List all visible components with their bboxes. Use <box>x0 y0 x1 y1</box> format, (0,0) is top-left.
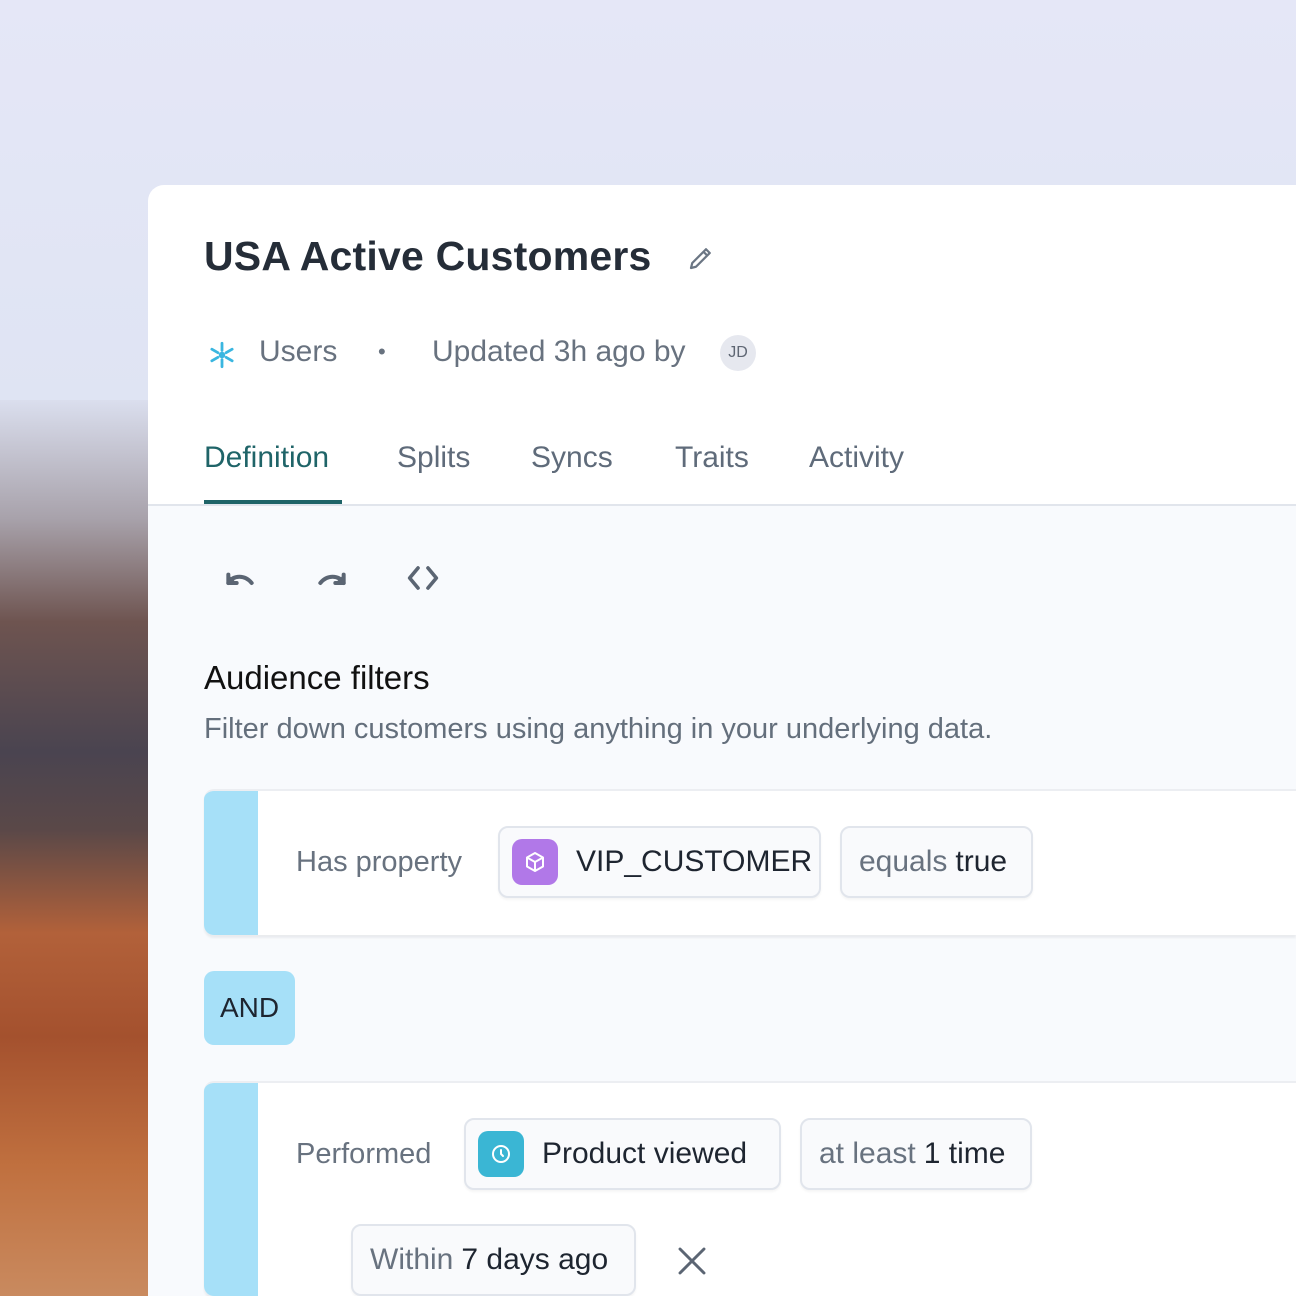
property-name: VIP_CUSTOMER <box>576 845 813 878</box>
condition-bar <box>204 1083 258 1296</box>
and-conjunction-button[interactable]: AND <box>204 971 295 1045</box>
undo-icon[interactable] <box>220 558 260 598</box>
condition-label: Performed <box>296 1138 432 1170</box>
separator-dot: • <box>378 339 386 364</box>
event-chip[interactable]: Product viewed <box>464 1118 781 1190</box>
tab-definition[interactable]: Definition <box>204 441 330 474</box>
filter-condition-2: Performed Product viewed at least 1 time … <box>204 1081 1296 1296</box>
tab-activity[interactable]: Activity <box>809 441 905 474</box>
source-label: Users <box>259 335 338 368</box>
event-name: Product viewed <box>542 1137 748 1170</box>
condition-bar <box>204 791 258 935</box>
condition-label: Has property <box>296 846 463 878</box>
tab-syncs[interactable]: Syncs <box>531 441 613 474</box>
time-window-chip[interactable]: Within 7 days ago <box>351 1224 636 1296</box>
updated-text: Updated 3h ago by <box>432 335 686 368</box>
cube-icon <box>512 839 558 885</box>
operator-chip[interactable]: equals true <box>840 826 1033 898</box>
avatar[interactable]: JD <box>720 335 756 371</box>
frequency-text: at least <box>819 1137 916 1170</box>
frequency-chip[interactable]: at least 1 time <box>800 1118 1032 1190</box>
edit-pencil-icon[interactable] <box>686 243 716 273</box>
section-title: Audience filters <box>204 659 430 696</box>
operator-text: equals <box>859 845 948 878</box>
active-tab-indicator <box>204 500 342 504</box>
code-icon[interactable] <box>403 558 443 598</box>
audience-card: USA Active Customers Users • Updated 3h … <box>148 185 1296 1296</box>
time-window-text: Within <box>370 1243 454 1276</box>
time-window-value: 7 days ago <box>461 1243 609 1276</box>
section-subtitle: Filter down customers using anything in … <box>204 713 993 745</box>
filter-condition-1: Has property VIP_CUSTOMER equals true <box>204 789 1296 935</box>
clock-icon <box>478 1131 524 1177</box>
close-icon[interactable] <box>676 1245 708 1277</box>
tab-splits[interactable]: Splits <box>397 441 471 474</box>
frequency-value: 1 time <box>923 1137 1006 1170</box>
operator-value: true <box>955 845 1008 878</box>
tab-traits[interactable]: Traits <box>675 441 749 474</box>
redo-icon[interactable] <box>312 558 352 598</box>
property-chip[interactable]: VIP_CUSTOMER <box>498 826 821 898</box>
snowflake-icon <box>210 341 234 369</box>
page-title: USA Active Customers <box>204 233 652 279</box>
